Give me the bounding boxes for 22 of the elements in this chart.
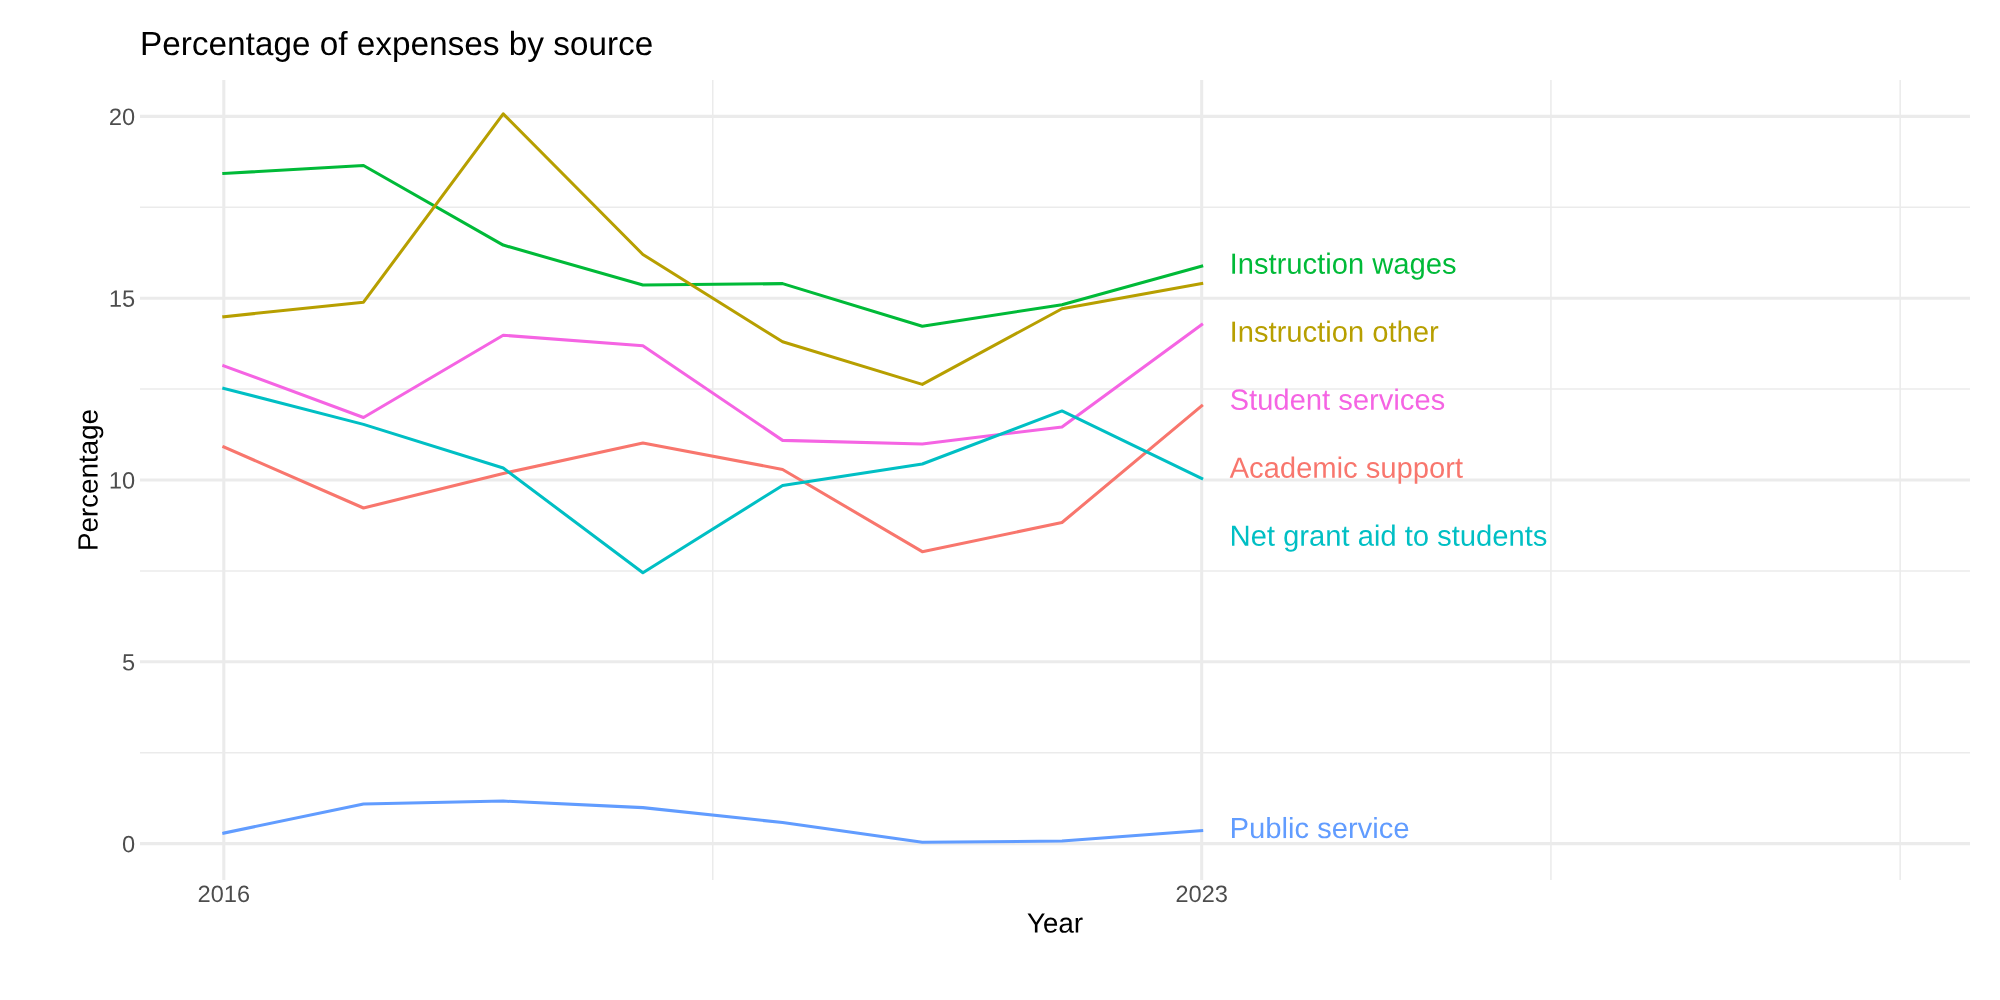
- line-series: [222, 163, 1204, 328]
- x-tick-label: 2023: [1176, 885, 1227, 903]
- series-label: Academic support: [1229, 456, 1463, 484]
- line-series: [222, 799, 1204, 844]
- y-tick-label: 20: [110, 108, 135, 126]
- y-axis-title: Percentage: [78, 410, 104, 549]
- text: Student services: [1230, 388, 1445, 411]
- line-series: [222, 386, 1204, 575]
- series-label: Instruction wages: [1232, 252, 1456, 280]
- y-tick-label: 10: [110, 472, 135, 489]
- line-series: [222, 112, 1204, 386]
- chart-title: Percentage of expenses by source: [142, 30, 652, 62]
- series-label: Net grant aid to students: [1232, 524, 1547, 552]
- line-series: [222, 404, 1204, 554]
- series-label: Public service: [1232, 816, 1409, 839]
- y-tick-label: 15: [110, 290, 135, 307]
- x-axis-title: Year: [1027, 913, 1083, 933]
- y-tick-label: 5: [122, 654, 135, 671]
- x-tick-label: 2016: [198, 885, 250, 903]
- series-label: Instruction other: [1232, 320, 1439, 343]
- y-tick-label: 0: [122, 835, 135, 853]
- line-series: [222, 323, 1204, 446]
